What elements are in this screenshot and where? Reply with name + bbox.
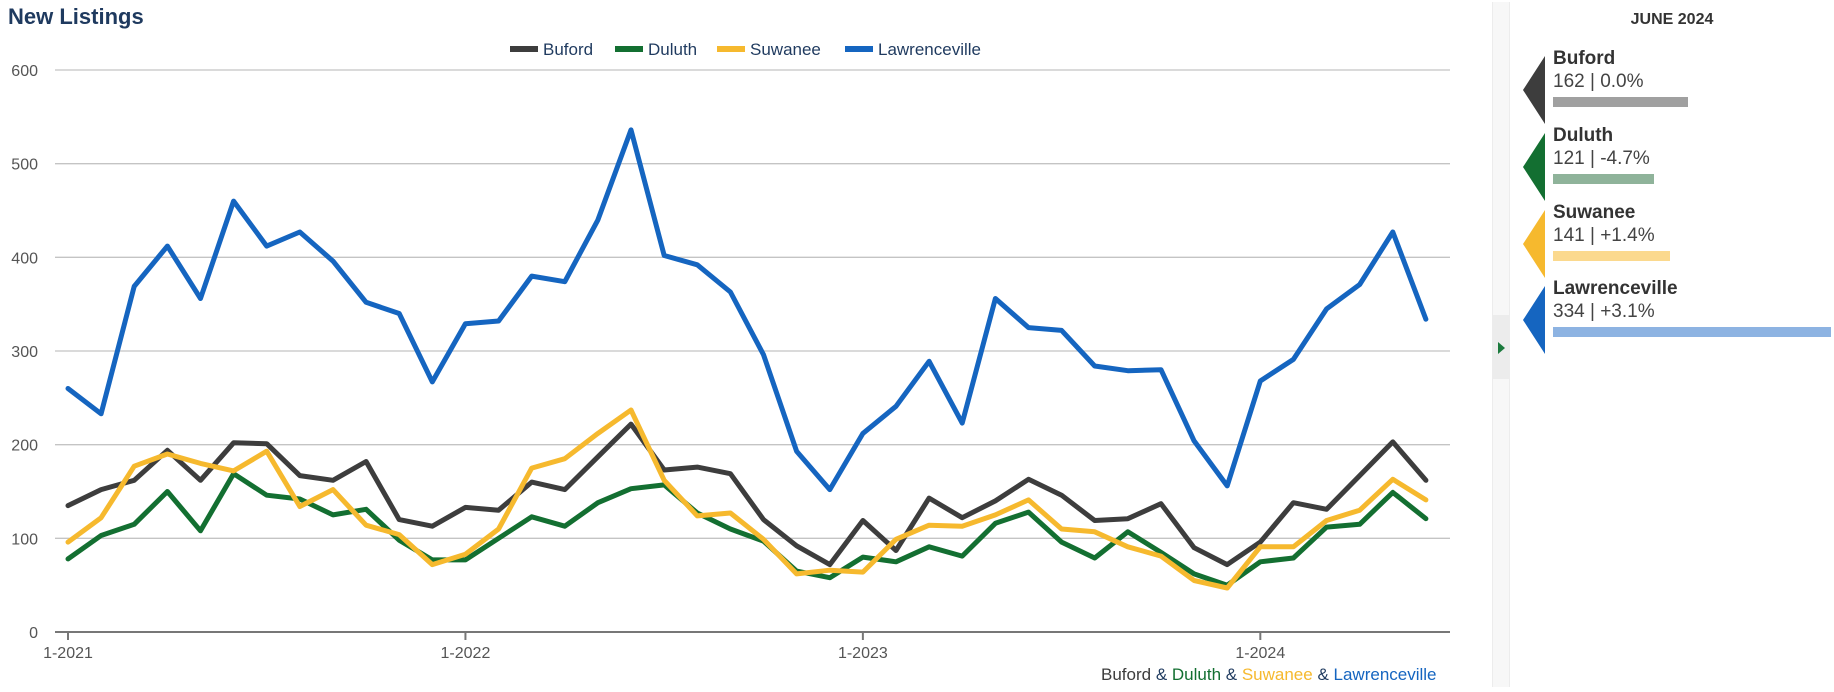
x-tick-label: 1-2021: [43, 645, 93, 662]
footer-part: Duluth: [1171, 665, 1222, 684]
legend-swatch-suwanee: [717, 46, 745, 52]
side-item-bar: [1553, 97, 1688, 107]
footer-part: Suwanee: [1241, 665, 1313, 684]
y-tick-label: 500: [11, 157, 38, 174]
triangle-marker-icon: [1523, 210, 1545, 278]
series-lines: [65, 127, 1429, 591]
x-axis-ticks: 1-2021 1-2022 1-2023 1-2024: [43, 632, 1285, 662]
side-panel: JUNE 2024 Buford 162 | 0.0% Duluth 121 | -4…: [1510, 0, 1834, 692]
legend: Buford Duluth Suwanee Lawrenceville: [510, 40, 981, 59]
side-panel-date: JUNE 2024: [1630, 11, 1714, 28]
side-item-buford: Buford 162 | 0.0%: [1510, 48, 1834, 124]
y-tick-label: 0: [29, 625, 38, 642]
panel-toggle-button[interactable]: [1492, 315, 1510, 379]
side-item-value: 121 | -4.7%: [1553, 148, 1650, 169]
legend-label-duluth: Duluth: [648, 40, 697, 59]
legend-label-suwanee: Suwanee: [750, 40, 821, 59]
footer-part: Buford: [1101, 665, 1152, 684]
side-item-suwanee: Suwanee 141 | +1.4%: [1510, 202, 1834, 278]
chevron-right-icon: [1498, 342, 1505, 354]
x-tick-label: 1-2024: [1235, 645, 1285, 662]
side-item-bar: [1553, 251, 1670, 261]
y-tick-label: 200: [11, 438, 38, 455]
footer-part: &: [1221, 665, 1242, 684]
grid-lines: [55, 69, 1450, 633]
y-tick-label: 600: [11, 63, 38, 80]
series-line-lawrenceville: [65, 127, 1429, 493]
footer-series-caption: Buford & Duluth & Suwanee & Lawrencevill…: [1101, 665, 1437, 685]
series-line-buford: [65, 421, 1429, 568]
series-line-suwanee: [65, 407, 1429, 591]
triangle-marker-icon: [1523, 56, 1545, 124]
side-item-duluth: Duluth 121 | -4.7%: [1510, 125, 1834, 201]
triangle-marker-icon: [1523, 133, 1545, 201]
footer-part: Lawrenceville: [1333, 665, 1437, 684]
triangle-marker-icon: [1523, 286, 1545, 354]
legend-label-lawrenceville: Lawrenceville: [878, 40, 981, 59]
x-tick-label: 1-2022: [441, 645, 491, 662]
side-item-bar: [1553, 174, 1654, 184]
side-item-value: 162 | 0.0%: [1553, 71, 1644, 92]
legend-swatch-buford: [510, 46, 538, 52]
side-item-name: Lawrenceville: [1553, 278, 1678, 299]
legend-swatch-lawrenceville: [845, 46, 873, 52]
legend-swatch-duluth: [615, 46, 643, 52]
side-item-value: 141 | +1.4%: [1553, 225, 1655, 246]
y-axis-ticks: 0 100 200 300 400 500 600: [11, 63, 38, 642]
chart-title: New Listings: [8, 4, 144, 29]
y-tick-label: 300: [11, 344, 38, 361]
side-item-bar: [1553, 327, 1831, 337]
side-item-lawrenceville: Lawrenceville 334 | +3.1%: [1510, 278, 1834, 354]
footer-part: &: [1151, 665, 1172, 684]
footer-part: &: [1312, 665, 1334, 684]
side-item-name: Buford: [1553, 48, 1616, 69]
side-item-name: Suwanee: [1553, 202, 1636, 223]
y-tick-label: 100: [11, 531, 38, 548]
y-tick-label: 400: [11, 250, 38, 267]
legend-label-buford: Buford: [543, 40, 593, 59]
series-line-duluth: [65, 471, 1429, 588]
x-tick-label: 1-2023: [838, 645, 888, 662]
side-item-name: Duluth: [1553, 125, 1614, 146]
side-item-value: 334 | +3.1%: [1553, 301, 1655, 322]
